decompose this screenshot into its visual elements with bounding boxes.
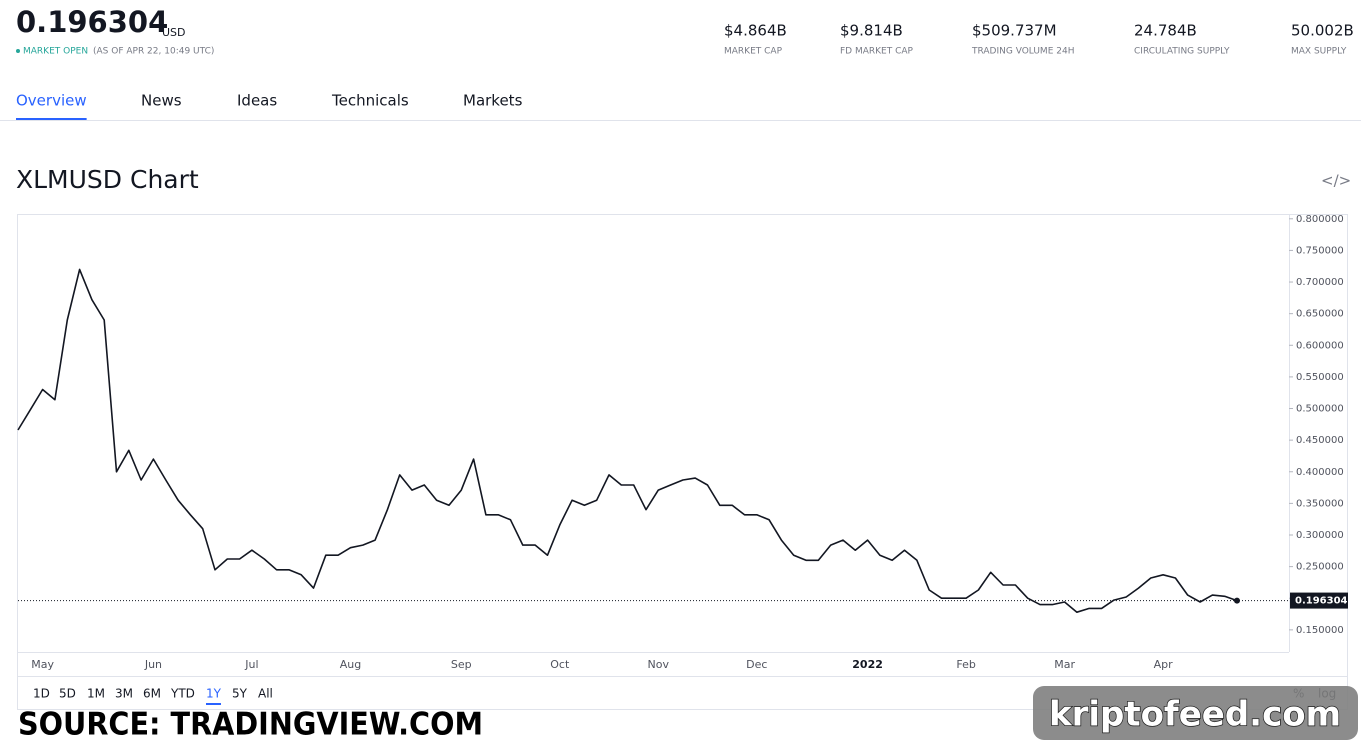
range-button[interactable]: 3M bbox=[115, 687, 133, 701]
x-tick-label: May bbox=[31, 658, 54, 671]
stat-value: $4.864B bbox=[724, 22, 787, 40]
tab[interactable]: Overview bbox=[16, 92, 87, 110]
last-price-dot bbox=[1234, 597, 1240, 604]
y-tick-label: 0.150000 bbox=[1296, 625, 1344, 636]
currency: USD bbox=[162, 26, 186, 39]
chart-frame bbox=[17, 214, 1348, 710]
x-tick-label: Jul bbox=[244, 658, 258, 671]
y-tick-label: 0.400000 bbox=[1296, 467, 1344, 478]
y-tick-label: 0.300000 bbox=[1296, 530, 1344, 541]
y-tick-label: 0.600000 bbox=[1296, 340, 1344, 351]
y-tick-label: 0.450000 bbox=[1296, 435, 1344, 446]
stat-value: $9.814B bbox=[840, 22, 903, 40]
x-tick-label: Aug bbox=[340, 658, 361, 671]
tab[interactable]: Technicals bbox=[331, 92, 409, 110]
y-tick-label: 0.250000 bbox=[1296, 562, 1344, 573]
x-tick-label: Dec bbox=[746, 658, 767, 671]
last-price-box bbox=[1290, 592, 1348, 609]
y-tick-label: 0.350000 bbox=[1296, 498, 1344, 509]
source: SOURCE: TRADINGVIEW.COM bbox=[18, 707, 483, 743]
tab-underline bbox=[16, 118, 87, 121]
last-price-label: 0.196304 bbox=[1295, 596, 1348, 607]
x-tick-label: Apr bbox=[1154, 658, 1174, 671]
y-tick-label: 0.700000 bbox=[1296, 277, 1344, 288]
y-tick-label: 0.750000 bbox=[1296, 245, 1344, 256]
y-tick-label: 0.800000 bbox=[1296, 214, 1344, 225]
range-button[interactable]: All bbox=[258, 687, 273, 701]
range-button[interactable]: 5D bbox=[59, 687, 76, 701]
stat-value: $509.737M bbox=[972, 22, 1057, 40]
y-tick-label: 0.550000 bbox=[1296, 372, 1344, 383]
range-button[interactable]: 1Y bbox=[206, 687, 222, 701]
x-tick-label: Sep bbox=[451, 658, 472, 671]
tab[interactable]: News bbox=[141, 92, 182, 110]
chart-title: XLMUSD Chart bbox=[16, 165, 199, 194]
watermark-box bbox=[1033, 686, 1358, 740]
watermark: kriptofeed.com bbox=[1049, 695, 1341, 735]
embed-icon[interactable]: </> bbox=[1321, 172, 1351, 190]
market-status: MARKET OPEN bbox=[23, 47, 88, 57]
tab[interactable]: Markets bbox=[463, 92, 523, 110]
stat-label: MAX SUPPLY bbox=[1291, 47, 1347, 57]
tab[interactable]: Ideas bbox=[237, 92, 277, 110]
x-tick-label: Feb bbox=[956, 658, 975, 671]
stat-label: TRADING VOLUME 24H bbox=[971, 47, 1074, 57]
x-tick-label: Jun bbox=[144, 658, 162, 671]
stat-label: MARKET CAP bbox=[724, 47, 783, 57]
x-tick-label: 2022 bbox=[852, 658, 883, 671]
x-tick-label: Nov bbox=[648, 658, 670, 671]
range-button[interactable]: 5Y bbox=[232, 687, 248, 701]
as-of: (AS OF APR 22, 10:49 UTC) bbox=[93, 47, 214, 57]
stat-value: 24.784B bbox=[1134, 22, 1197, 40]
range-button[interactable]: 6M bbox=[143, 687, 161, 701]
stat-label: CIRCULATING SUPPLY bbox=[1134, 47, 1230, 57]
stat-value: 50.002B bbox=[1291, 22, 1354, 40]
x-tick-label: Oct bbox=[550, 658, 570, 671]
range-button[interactable]: 1D bbox=[33, 687, 50, 701]
price-line bbox=[17, 268, 1238, 613]
stat-label: FD MARKET CAP bbox=[840, 47, 914, 57]
status-dot bbox=[16, 49, 20, 53]
range-button[interactable]: YTD bbox=[170, 687, 195, 701]
x-tick-label: Mar bbox=[1054, 658, 1075, 671]
y-tick-label: 0.500000 bbox=[1296, 404, 1344, 415]
price: 0.196304 bbox=[16, 5, 168, 39]
range-underline bbox=[206, 703, 221, 705]
range-button[interactable]: 1M bbox=[87, 687, 105, 701]
y-tick-label: 0.650000 bbox=[1296, 309, 1344, 320]
